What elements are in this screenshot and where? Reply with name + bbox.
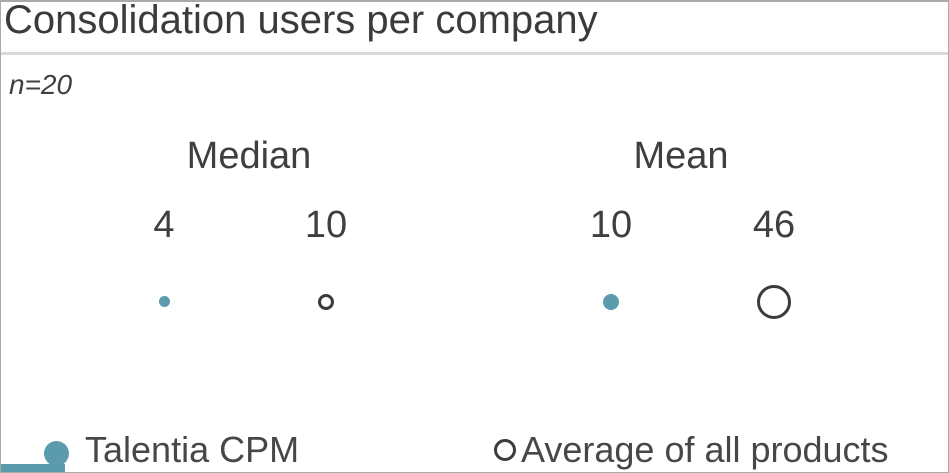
filled-circle-icon [44,441,69,466]
value-label-median-talentia: 4 [153,204,175,246]
data-point-mean-talentia[interactable] [603,294,619,310]
value-label-mean-average: 46 [752,204,796,246]
value-label-mean-talentia: 10 [589,204,633,246]
data-point-median-average[interactable] [318,294,334,310]
horizontal-scrollbar-thumb[interactable] [1,464,65,472]
legend-item-average-all-products[interactable]: Average of all products [494,428,889,472]
legend-label: Talentia CPM [85,429,300,470]
sample-size-note: n=20 [9,69,73,100]
data-point-median-talentia[interactable] [159,296,170,307]
group-label-median: Median [186,135,312,177]
open-circle-icon [494,439,516,461]
title-divider [1,52,948,55]
data-point-mean-average[interactable] [757,285,791,319]
legend-item-talentia-cpm[interactable]: Talentia CPM [44,428,299,472]
value-label-median-average: 10 [304,204,348,246]
chart-title: Consolidation users per company [4,0,598,42]
legend-label: Average of all products [521,429,889,470]
group-label-mean: Mean [633,135,729,177]
